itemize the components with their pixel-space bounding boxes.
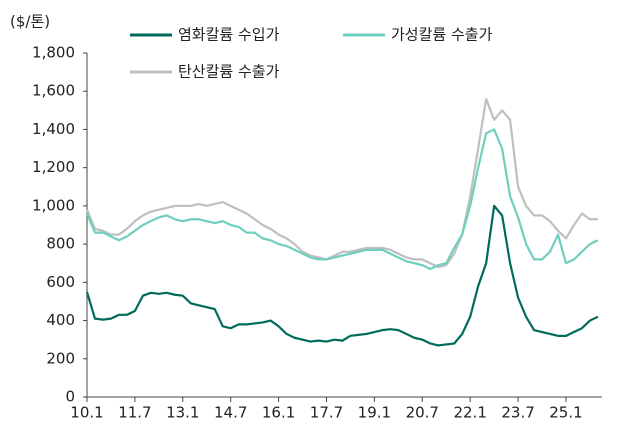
x-tick-label: 17.7: [310, 404, 343, 422]
y-tick-label: 1,600: [32, 82, 75, 100]
series-line: [85, 204, 599, 347]
y-tick-label: 1,800: [32, 44, 75, 62]
x-tick-label: 23.7: [501, 404, 534, 422]
y-tick-label: 1,200: [32, 158, 75, 176]
x-tick-label: 10.1: [70, 404, 103, 422]
y-tick-label: 400: [46, 311, 75, 329]
x-tick-label: 14.7: [214, 404, 247, 422]
y-axis-label: ($/톤): [10, 13, 50, 31]
x-tick-label: 25.1: [549, 404, 582, 422]
legend-label: 가성칼륨 수출가: [391, 26, 493, 44]
y-tick-label: 0: [65, 388, 75, 406]
x-tick-label: 22.1: [453, 404, 486, 422]
x-tick-label: 20.7: [406, 404, 439, 422]
series-line: [85, 97, 598, 269]
x-tick-label: 16.1: [262, 404, 295, 422]
legend-label: 탄산칼륨 수출가: [178, 63, 280, 81]
y-tick-label: 1,400: [32, 120, 75, 138]
x-tick-label: 13.1: [166, 404, 199, 422]
x-tick-label: 11.7: [118, 404, 151, 422]
series-line: [85, 128, 599, 271]
y-tick-label: 600: [46, 273, 75, 291]
y-tick-label: 800: [46, 235, 75, 253]
y-tick-label: 200: [46, 349, 75, 367]
legend-label: 염화칼륨 수입가: [178, 26, 280, 44]
y-tick-label: 1,000: [32, 196, 75, 214]
x-tick-label: 19.1: [358, 404, 391, 422]
